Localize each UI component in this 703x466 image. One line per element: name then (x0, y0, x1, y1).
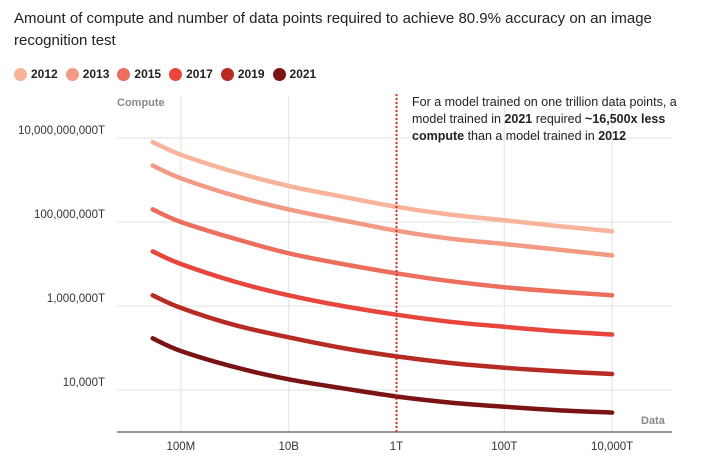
legend-label: 2017 (186, 67, 213, 81)
legend-swatch (169, 67, 183, 81)
series-line-2019 (150, 293, 615, 377)
annotation-bold-3: 2012 (598, 129, 627, 143)
x-tick-label: 1T (390, 441, 403, 453)
legend-label: 2019 (237, 67, 265, 81)
series-line-2021 (150, 336, 615, 415)
y-tick-label: 100,000,000T (34, 209, 105, 221)
x-tick-label: 100T (491, 441, 517, 453)
x-tick-label: 100M (167, 441, 196, 453)
annotation-bold-2: ~16,500x less compute (412, 112, 666, 143)
annotation-text-2: required (532, 112, 586, 126)
chart-title: Amount of compute and number of data poi… (14, 10, 652, 49)
series-line-2012 (150, 139, 615, 234)
legend-item-2013: 2013 (65, 67, 110, 81)
legend-swatch (14, 67, 27, 81)
legend-label: 2013 (82, 67, 110, 81)
x-tick-label: 10,000T (591, 441, 633, 453)
series-line-2013 (150, 163, 615, 258)
y-tick-label: 1,000,000T (47, 293, 105, 305)
x-tick-label: 10B (278, 441, 299, 453)
legend-swatch (272, 67, 286, 81)
annotation-text-3: than a model trained in (464, 129, 599, 143)
legend-label: 2012 (31, 67, 58, 81)
legend-label: 2021 (289, 67, 317, 81)
legend-swatch (117, 67, 131, 81)
y-axis-label: Compute (117, 97, 165, 109)
y-tick-label: 10,000,000,000T (18, 125, 105, 137)
legend-label: 2015 (134, 67, 162, 81)
legend-item-2019: 2019 (220, 67, 265, 81)
annotation-bold-1: 2021 (504, 112, 533, 126)
series-line-2017 (150, 249, 615, 337)
legend-swatch (65, 67, 79, 81)
legend-item-2015: 2015 (117, 67, 161, 81)
legend-item-2017: 2017 (169, 67, 213, 81)
x-axis-label: Data (641, 415, 666, 427)
y-tick-label: 10,000T (63, 377, 105, 389)
annotation-text-1: For a model trained on one trillion data… (412, 95, 677, 126)
legend: 2012 2013 2015 2017 2019 2021 (14, 67, 324, 81)
series-line-2015 (150, 207, 615, 298)
legend-swatch (220, 67, 234, 81)
legend-item-2021: 2021 (272, 67, 317, 81)
chart-annotation: For a model trained on one trillion data… (412, 94, 682, 145)
legend-item-2012: 2012 (14, 67, 58, 81)
